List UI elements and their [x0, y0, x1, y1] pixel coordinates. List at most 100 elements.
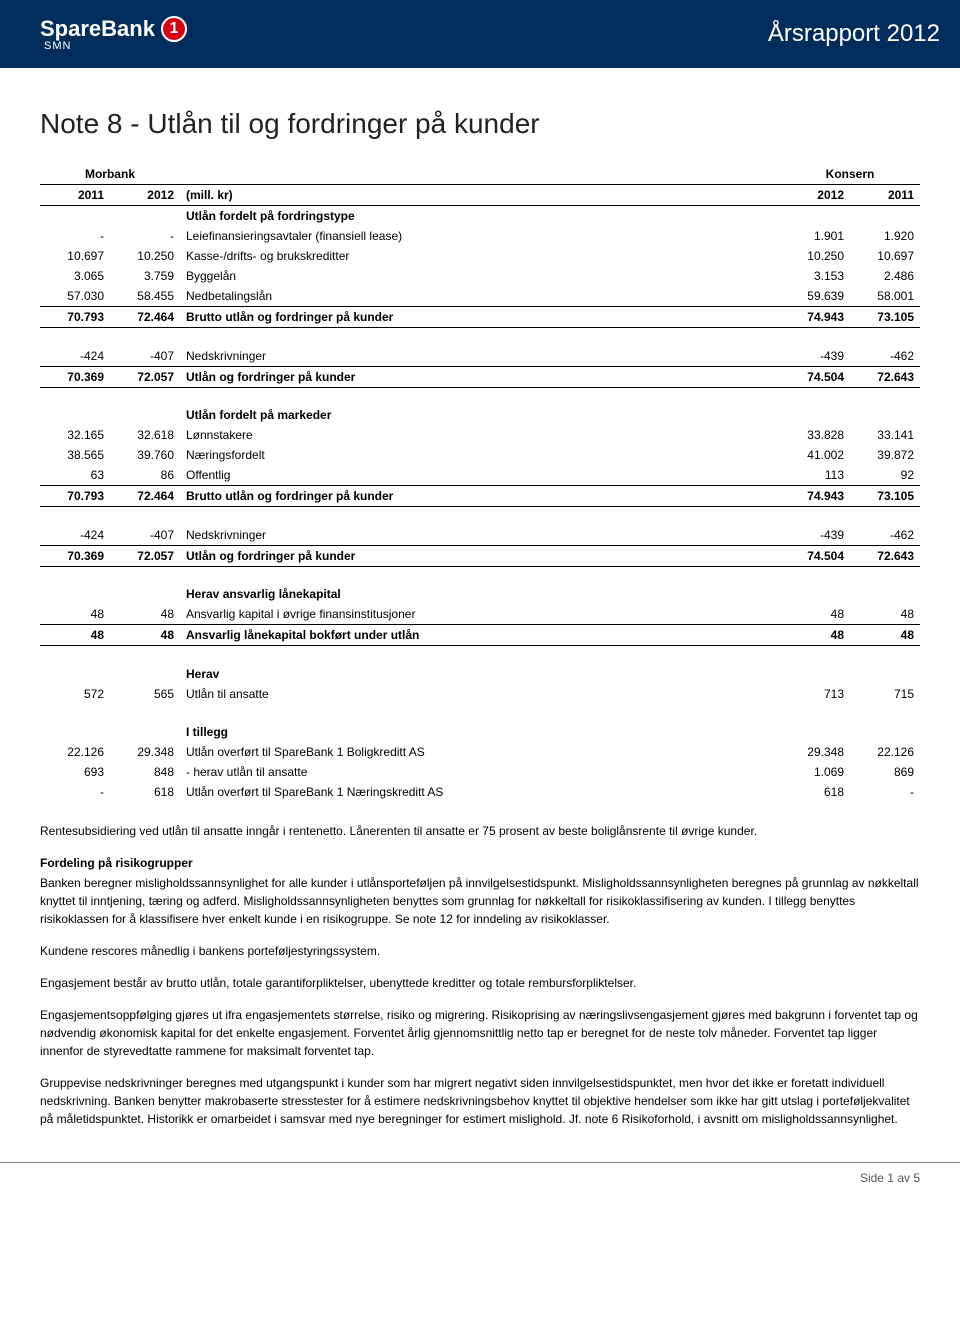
table-cell: 38.565 [40, 445, 110, 465]
table-cell [850, 206, 920, 227]
table-cell: 32.165 [40, 425, 110, 445]
table-cell [110, 206, 180, 227]
table-cell: 1.920 [850, 226, 920, 246]
table-cell: 48 [850, 604, 920, 625]
table-cell: 3.065 [40, 266, 110, 286]
table-cell: 10.697 [40, 246, 110, 266]
table-row: 572565Utlån til ansatte713715 [40, 684, 920, 704]
table-cell: 57.030 [40, 286, 110, 307]
table-cell: 1.069 [780, 762, 850, 782]
table-cell: Nedskrivninger [180, 525, 780, 546]
table-cell: 39.872 [850, 445, 920, 465]
table-cell: 72.643 [850, 366, 920, 387]
table-cell: 48 [780, 625, 850, 646]
table-cell: I tillegg [180, 722, 780, 742]
table-row: -618Utlån overført til SpareBank 1 Nærin… [40, 782, 920, 802]
table-cell: 74.504 [780, 545, 850, 566]
table-cell: 10.250 [780, 246, 850, 266]
table-row: 70.36972.057Utlån og fordringer på kunde… [40, 366, 920, 387]
table-cell: Morbank [40, 164, 180, 185]
table-cell: Herav ansvarlig lånekapital [180, 584, 780, 604]
table-cell: -407 [110, 346, 180, 367]
table-cell: -439 [780, 346, 850, 367]
table-cell: - [850, 782, 920, 802]
table-cell: 72.057 [110, 366, 180, 387]
table-row: 6386Offentlig11392 [40, 465, 920, 486]
table-cell [180, 164, 780, 185]
table-cell [780, 206, 850, 227]
table-cell [850, 664, 920, 684]
table-cell: 33.828 [780, 425, 850, 445]
table-cell: 715 [850, 684, 920, 704]
table-cell: -439 [780, 525, 850, 546]
table-row: 3.0653.759Byggelån3.1532.486 [40, 266, 920, 286]
table-cell: - herav utlån til ansatte [180, 762, 780, 782]
table-cell: -424 [40, 525, 110, 546]
logo-block: SpareBank 1 SMN [40, 16, 187, 52]
table-row: 38.56539.760Næringsfordelt41.00239.872 [40, 445, 920, 465]
table-cell: -407 [110, 525, 180, 546]
table-cell: 59.639 [780, 286, 850, 307]
table-cell [850, 722, 920, 742]
table-cell: 1.901 [780, 226, 850, 246]
table-cell: 2012 [110, 185, 180, 206]
table-cell: 72.464 [110, 307, 180, 328]
table-cell [110, 664, 180, 684]
table-cell [40, 405, 110, 425]
table-cell: Herav [180, 664, 780, 684]
table-cell: 869 [850, 762, 920, 782]
logo-text: SpareBank [40, 16, 155, 42]
table-cell: Utlån til ansatte [180, 684, 780, 704]
table-cell: 74.943 [780, 486, 850, 507]
table-cell: 565 [110, 684, 180, 704]
body-paragraphs: Rentesubsidiering ved utlån til ansatte … [40, 822, 920, 1128]
table-cell [40, 722, 110, 742]
table-cell: Byggelån [180, 266, 780, 286]
table-cell: 74.504 [780, 366, 850, 387]
table-cell: 32.618 [110, 425, 180, 445]
table-cell: 22.126 [40, 742, 110, 762]
table-cell: 48 [110, 625, 180, 646]
table-cell: 2011 [850, 185, 920, 206]
table-cell: 113 [780, 465, 850, 486]
table-row: I tillegg [40, 722, 920, 742]
table-cell: 3.759 [110, 266, 180, 286]
table-row: 22.12629.348Utlån overført til SpareBank… [40, 742, 920, 762]
table-cell: Nedskrivninger [180, 346, 780, 367]
table-cell: 693 [40, 762, 110, 782]
table-cell: 713 [780, 684, 850, 704]
table-cell: 70.793 [40, 486, 110, 507]
table-cell [110, 405, 180, 425]
paragraph: Engasjementsoppfølging gjøres ut ifra en… [40, 1006, 920, 1060]
table-row: 10.69710.250Kasse-/drifts- og brukskredi… [40, 246, 920, 266]
table-cell: 3.153 [780, 266, 850, 286]
table-row: -424-407Nedskrivninger-439-462 [40, 346, 920, 367]
header-title: Årsrapport 2012 [768, 20, 940, 48]
table-cell [40, 664, 110, 684]
table-cell: 73.105 [850, 486, 920, 507]
table-cell: 10.250 [110, 246, 180, 266]
page-header: SpareBank 1 SMN Årsrapport 2012 [0, 0, 960, 68]
table-cell: 58.455 [110, 286, 180, 307]
table-cell: Kasse-/drifts- og brukskreditter [180, 246, 780, 266]
table-row: Utlån fordelt på markeder [40, 405, 920, 425]
table-cell: 72.464 [110, 486, 180, 507]
table-cell [780, 664, 850, 684]
table-cell: 848 [110, 762, 180, 782]
table-cell: 41.002 [780, 445, 850, 465]
table-row: 4848Ansvarlig lånekapital bokført under … [40, 625, 920, 646]
footer-text: Side 1 av 5 [860, 1171, 920, 1185]
table-cell: Utlån og fordringer på kunder [180, 545, 780, 566]
table-cell: -424 [40, 346, 110, 367]
table-cell [40, 584, 110, 604]
table-cell: 48 [780, 604, 850, 625]
table-cell: 86 [110, 465, 180, 486]
table-cell: -462 [850, 525, 920, 546]
table-cell [850, 405, 920, 425]
table-row: --Leiefinansieringsavtaler (finansiell l… [40, 226, 920, 246]
table-cell: Utlån overført til SpareBank 1 Næringskr… [180, 782, 780, 802]
logo-badge-text: 1 [170, 20, 179, 38]
table-cell: (mill. kr) [180, 185, 780, 206]
paragraph: Fordeling på risikogrupper [40, 854, 920, 872]
table-cell [780, 584, 850, 604]
